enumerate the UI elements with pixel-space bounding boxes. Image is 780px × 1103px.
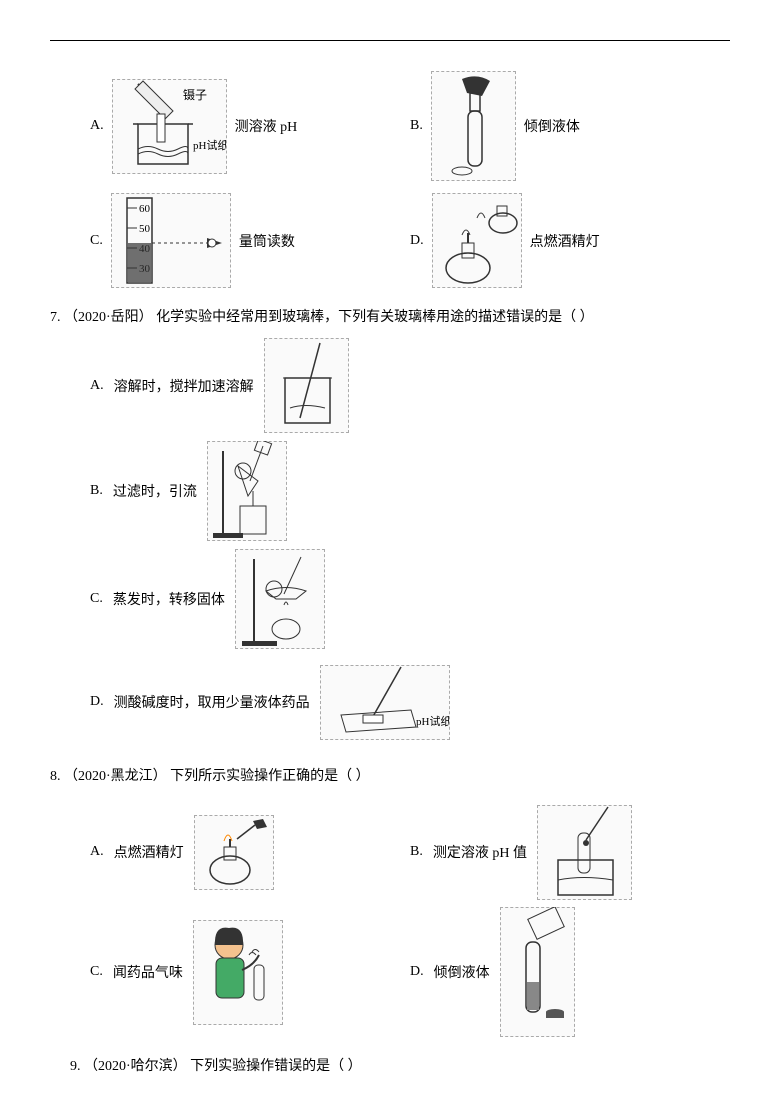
header-rule [50,40,730,41]
q7-option-a: A. 溶解时，搅拌加速溶解 [90,338,730,433]
beaker-ph-paper-figure: 镊子 pH试纸 [112,79,227,174]
question-text: 下列所示实验操作正确的是（ ） [170,769,370,784]
q7-option-d: D. 测酸碱度时，取用少量液体药品 pH试纸 [90,657,730,747]
option-letter: B. [410,118,423,134]
option-text: 闻药品气味 [113,962,183,982]
ph-measure-figure [537,805,632,900]
option-text: 溶解时，搅拌加速溶解 [114,376,254,396]
option-letter: A. [90,118,104,134]
option-caption: 点燃酒精灯 [530,231,600,251]
q8-option-b: B. 测定溶液 pH 值 [410,805,730,900]
lamp-svg [433,193,521,288]
question-number: 8. [50,769,61,784]
ph-dip-figure: pH试纸 [320,665,450,740]
option-text: 测定溶液 pH 值 [433,842,527,862]
light-lamp-figure [432,193,522,288]
question-7: 7. （2020·岳阳） 化学实验中经常用到玻璃棒，下列有关玻璃棒用途的描述错误… [50,306,730,326]
svg-text:50: 50 [139,223,151,235]
option-letter: B. [410,844,423,860]
q8-row-1: A. 点燃酒精灯 B. 测定溶液 pH 值 [90,797,730,907]
option-letter: C. [90,964,103,980]
tweezers-label: 镊子 [183,88,207,102]
pour-liquid-svg [432,71,515,181]
option-text: 蒸发时，转移固体 [113,589,225,609]
pour-liquid2-figure [500,907,575,1037]
question-8: 8. （2020·黑龙江） 下列所示实验操作正确的是（ ） [50,765,730,785]
stir-dissolve-figure [264,338,349,433]
filter-figure [207,441,287,541]
option-text: 测酸碱度时，取用少量液体药品 [114,692,310,712]
option-caption: 测溶液 pH [235,116,298,136]
q7-option-c: C. 蒸发时，转移固体 [90,549,730,649]
q8-option-d: D. 倾倒液体 [410,907,730,1037]
option-letter: B. [90,483,103,499]
option-text: 倾倒液体 [434,962,490,982]
option-letter: D. [90,694,104,710]
q8-option-c: C. 闻药品气味 [90,920,410,1025]
option-letter: D. [410,233,424,249]
option-letter: C. [90,233,103,249]
question-9: 9. （2020·哈尔滨） 下列实验操作错误的是（ ） [70,1055,730,1075]
option-c-block: C. 60 50 40 30 量筒读数 [90,193,410,288]
option-letter: C. [90,591,103,607]
cylinder-svg: 60 50 40 30 [112,193,230,288]
option-letter: A. [90,378,104,394]
q8-option-a: A. 点燃酒精灯 [90,815,410,890]
question-source: （2020·黑龙江） [64,769,167,784]
svg-text:60: 60 [139,203,151,215]
svg-text:pH试纸: pH试纸 [416,715,449,728]
top-options-row-2: C. 60 50 40 30 量筒读数 D. [50,193,730,288]
q7-option-b: B. 过滤时，引流 [90,441,730,541]
cylinder-reading-figure: 60 50 40 30 [111,193,231,288]
beaker-ph-svg: 镊子 pH试纸 [113,79,226,174]
ph-paper-label: pH试纸 [193,139,226,152]
question-number: 9. [70,1059,81,1074]
top-options-row-1: A. 镊子 pH试纸 测溶液 pH B. [50,71,730,181]
question-source: （2020·岳阳） [64,310,153,325]
option-letter: A. [90,844,104,860]
option-d-block: D. 点燃酒精灯 [410,193,600,288]
match-lamp-figure [194,815,274,890]
option-caption: 倾倒液体 [524,116,580,136]
q8-row-2: C. 闻药品气味 D. 倾倒液体 [90,907,730,1037]
question-source: （2020·哈尔滨） [84,1059,187,1074]
smell-figure [193,920,283,1025]
pour-liquid-figure [431,71,516,181]
question-number: 7. [50,310,61,325]
option-letter: D. [410,964,424,980]
question-text: 化学实验中经常用到玻璃棒，下列有关玻璃棒用途的描述错误的是（ ） [156,310,594,325]
option-a-block: A. 镊子 pH试纸 测溶液 pH [90,79,410,174]
option-text: 过滤时，引流 [113,481,197,501]
option-caption: 量筒读数 [239,231,295,251]
option-b-block: B. 倾倒液体 [410,71,580,181]
question-text: 下列实验操作错误的是（ ） [190,1059,362,1074]
option-text: 点燃酒精灯 [114,842,184,862]
evaporate-figure [235,549,325,649]
